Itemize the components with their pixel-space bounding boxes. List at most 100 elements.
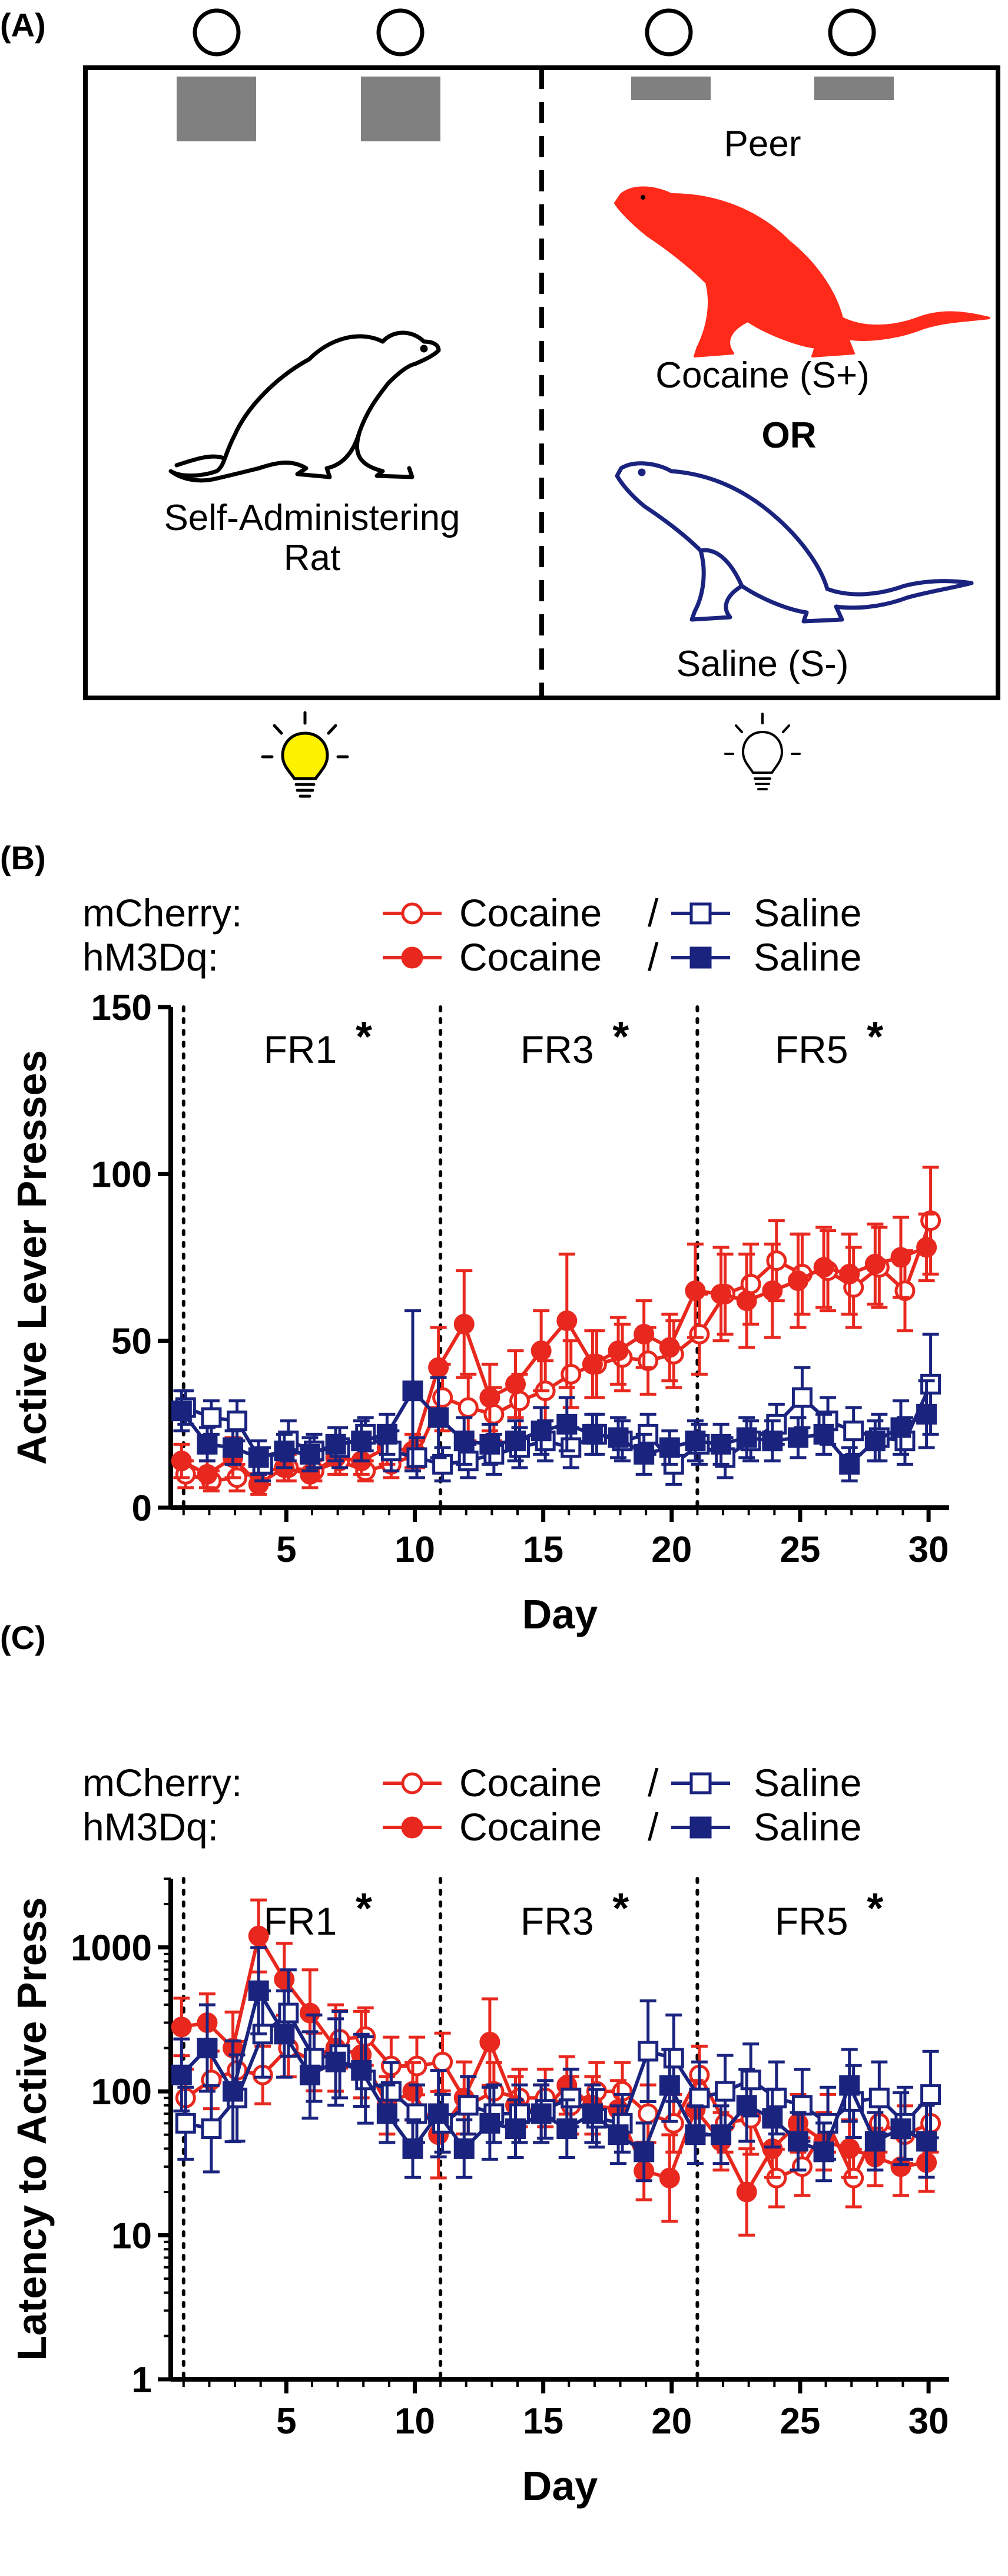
significance-star: *: [867, 1014, 883, 1061]
cocaine-rat-icon: [614, 186, 990, 357]
data-point: [223, 1437, 244, 1458]
panel-a-label: (A): [0, 6, 46, 44]
data-point: [916, 1237, 937, 1258]
data-point: [406, 1447, 427, 1468]
data-point: [457, 2095, 479, 2116]
data-point: [483, 1403, 505, 1425]
data-point: [248, 1447, 269, 1468]
data-point: [920, 2084, 941, 2105]
data-point: [711, 1283, 732, 1304]
x-tick-label: 5: [276, 2401, 296, 2442]
legend-cocaine-label: Cocaine: [459, 935, 602, 979]
data-point: [171, 1451, 192, 1472]
data-point: [638, 2103, 659, 2124]
data-point: [303, 2048, 324, 2069]
data-point: [453, 1431, 475, 1452]
self-admin-label-line2: Rat: [284, 538, 340, 578]
data-point: [787, 2131, 808, 2152]
data-point: [711, 1433, 732, 1455]
lever-block: [177, 77, 256, 141]
data-point: [920, 1373, 941, 1395]
legend-b: mCherry: Cocaine / Saline hM3Dq: Cocaine / Sali…: [82, 891, 861, 979]
significance-star: *: [612, 1885, 629, 1932]
data-point: [916, 2131, 937, 2152]
data-point: [325, 1433, 346, 1455]
data-point: [864, 1431, 886, 1452]
data-point: [227, 1410, 248, 1432]
data-point: [890, 1247, 911, 1268]
data-point: [762, 2108, 783, 2129]
data-point: [813, 2141, 834, 2163]
legend-separator: /: [648, 891, 659, 935]
data-point: [530, 1421, 552, 1442]
data-point: [223, 2081, 244, 2102]
data-point: [401, 1816, 423, 1839]
y-tick-label: 50: [111, 1322, 152, 1362]
x-axis-title: Day: [522, 2463, 598, 2509]
data-point: [689, 1772, 712, 1794]
nose-poke-circle: [828, 8, 876, 57]
data-point: [197, 2038, 218, 2059]
data-point: [787, 1270, 808, 1292]
data-point: [689, 946, 712, 969]
data-point: [299, 2002, 320, 2024]
y-tick-label: 100: [91, 1154, 152, 1195]
data-point: [561, 1437, 582, 1458]
data-point: [715, 2081, 736, 2102]
legend-group-label: mCherry:: [82, 891, 242, 935]
y-tick-label: 0: [132, 1488, 152, 1529]
data-point: [171, 1400, 192, 1422]
nose-poke-circle: [376, 8, 425, 57]
data-point: [175, 2113, 196, 2134]
panel-c-label: (C): [0, 1619, 46, 1656]
y-tick-label: 10: [111, 2216, 152, 2257]
data-point: [402, 1380, 423, 1402]
data-point: [659, 2167, 680, 2188]
data-point: [813, 1423, 834, 1445]
or-label: OR: [762, 415, 817, 456]
data-point: [406, 2103, 427, 2124]
chart-b: 0 50 100 150 5 10 15 20 25 30 Day Active Lever Pres…: [9, 988, 949, 1637]
legend-c: mCherry: Cocaine / Saline hM3Dq: Cocaine / Sali…: [82, 1761, 861, 1849]
phase-label: FR3: [520, 1028, 594, 1071]
x-tick-label: 10: [394, 1529, 435, 1570]
data-point: [428, 2103, 449, 2124]
data-point: [428, 1357, 449, 1378]
legend-saline-label: Saline: [754, 935, 861, 979]
lever-block: [631, 77, 711, 100]
data-point: [582, 2103, 603, 2124]
data-point: [401, 902, 423, 925]
data-point: [401, 1772, 423, 1794]
data-point: [274, 2024, 295, 2045]
y-tick-label: 1000: [71, 1928, 152, 1969]
y-tick-label: 1: [132, 2360, 152, 2400]
saline-label: Saline (S-): [677, 644, 849, 684]
data-point: [406, 2055, 427, 2077]
data-point: [608, 2124, 629, 2145]
x-tick-label: 10: [394, 2401, 435, 2442]
data-point: [839, 1453, 860, 1475]
legend-cocaine-label: Cocaine: [459, 891, 602, 935]
data-point: [634, 1323, 655, 1345]
data-point: [659, 1337, 680, 1358]
data-point: [839, 2075, 860, 2096]
data-point: [351, 2060, 372, 2081]
data-point: [762, 1280, 783, 1302]
data-point: [608, 1427, 629, 1448]
data-point: [561, 2087, 582, 2108]
data-point: [890, 1417, 911, 1438]
data-point: [556, 1413, 578, 1435]
data-point: [325, 2051, 346, 2072]
data-point: [791, 2156, 813, 2177]
data-point: [890, 2118, 911, 2140]
x-tick-label: 20: [651, 1529, 692, 1570]
data-point: [428, 1407, 449, 1428]
data-point: [685, 1280, 706, 1302]
data-point: [766, 1250, 787, 1272]
significance-star: *: [612, 1014, 629, 1061]
data-point: [766, 1413, 787, 1435]
panel-b: (B) mCherry: Cocaine / Saline hM3Dq: Cocaine /…: [0, 839, 949, 1637]
data-point: [274, 1441, 295, 1462]
data-point: [762, 1431, 783, 1452]
data-point: [457, 1397, 479, 1418]
